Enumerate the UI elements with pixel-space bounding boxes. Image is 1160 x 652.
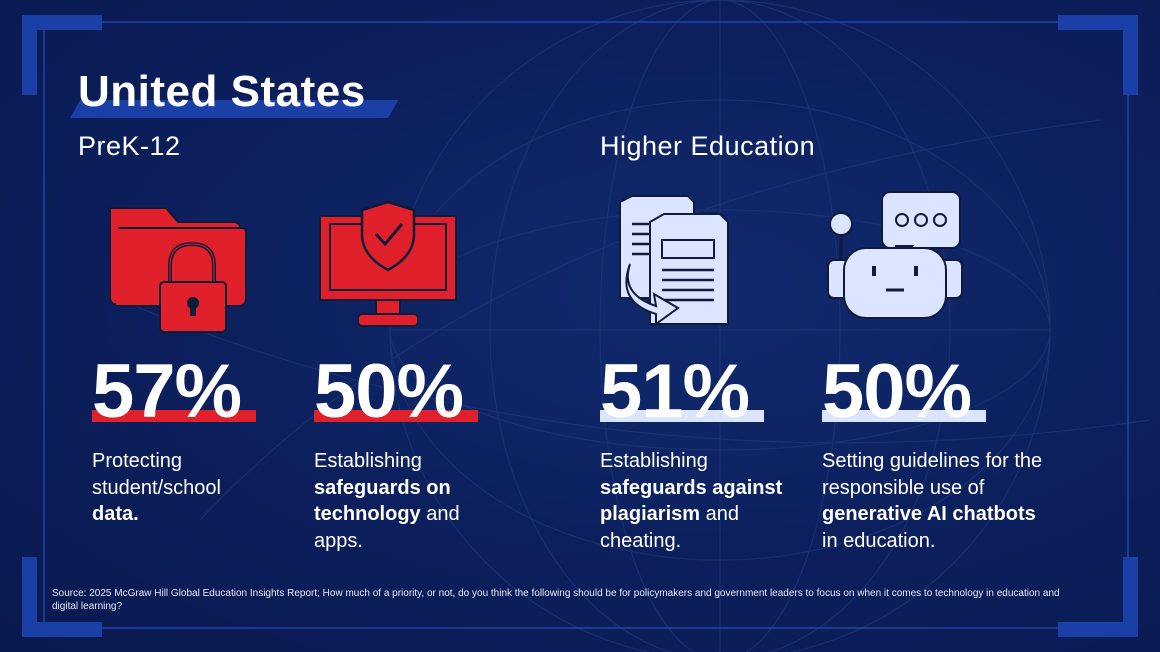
stat-value: 50%: [822, 349, 972, 434]
shielded-monitor-icon: [319, 200, 457, 327]
stat-description: Establishing safeguards against plagiari…: [600, 448, 800, 554]
stat-underline: [600, 410, 764, 422]
desc-emphasis: safeguards against plagiarism: [600, 476, 783, 526]
section-heading-higher-ed: Higher Education: [600, 131, 816, 161]
desc-emphasis: generative AI chatbots: [822, 503, 1036, 525]
stat-description: Setting guidelines for the responsible u…: [822, 448, 1054, 554]
stat-description: Establishing safeguards on technology an…: [314, 448, 484, 554]
desc-emphasis: safeguards on technology: [314, 476, 451, 526]
desc-text: and cheating.: [600, 503, 739, 552]
desc-emphasis: data.: [92, 503, 139, 525]
stat-safeguards-technology: 50%: [314, 349, 478, 434]
stat-value: 57%: [92, 349, 242, 434]
locked-folder-icon: [109, 207, 247, 333]
page-title: United States: [78, 67, 366, 116]
stat-underline: [92, 410, 256, 422]
stat-description: Protecting student/school data.: [92, 448, 242, 528]
desc-text: in education.: [822, 529, 936, 552]
desc-text: Protecting student/school: [92, 450, 221, 499]
desc-text: Establishing: [600, 450, 708, 472]
stat-value: 50%: [314, 349, 464, 434]
stat-safeguards-plagiarism: 51%: [600, 349, 764, 434]
title-block: United States: [70, 66, 399, 118]
stat-underline: [314, 410, 478, 422]
section-heading-prek: PreK-12: [78, 131, 181, 161]
stat-ai-guidelines: 50%: [822, 349, 986, 434]
copied-documents-icon: [619, 195, 729, 326]
stat-protecting-data: 57%: [92, 349, 256, 434]
desc-text: Setting guidelines for the responsible u…: [822, 450, 1043, 499]
stat-underline: [822, 410, 986, 422]
desc-text: Establishing: [314, 450, 422, 472]
chatbot-icon: [827, 191, 963, 319]
desc-text: and apps.: [314, 503, 460, 552]
source-footnote: Source: 2025 McGraw Hill Global Educatio…: [52, 588, 1060, 612]
stat-value: 51%: [600, 349, 750, 434]
